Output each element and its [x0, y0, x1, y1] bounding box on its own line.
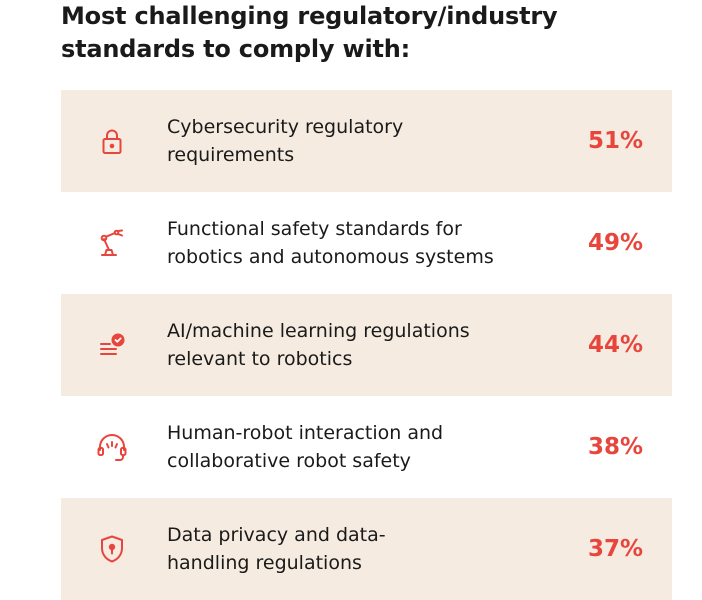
item-value: 38% [587, 434, 643, 460]
list-item: Human-robot interaction and collaborativ… [61, 396, 672, 498]
item-value: 49% [587, 230, 643, 256]
list-item: Data privacy and data- handling regulati… [61, 498, 672, 600]
standards-list: Cybersecurity regulatory requirements 51… [61, 90, 672, 600]
list-item: AI/machine learning regulations relevant… [61, 294, 672, 396]
item-label-line: AI/machine learning regulations [167, 320, 470, 342]
lock-icon [95, 124, 129, 158]
item-label: Cybersecurity regulatory requirements [167, 113, 567, 169]
shield-keyhole-icon [95, 532, 129, 566]
item-value: 37% [587, 536, 643, 562]
chart-title-line-1: Most challenging regulatory/industry [61, 2, 558, 30]
item-label: Functional safety standards for robotics… [167, 215, 567, 271]
list-check-icon [95, 328, 129, 362]
chart-title: Most challenging regulatory/industry sta… [61, 0, 661, 66]
robot-arm-icon [95, 226, 129, 260]
item-label-line: collaborative robot safety [167, 450, 411, 472]
item-label-line: handling regulations [167, 552, 362, 574]
item-label: Human-robot interaction and collaborativ… [167, 419, 567, 475]
item-label-line: Cybersecurity regulatory [167, 116, 404, 138]
item-value: 44% [587, 332, 643, 358]
list-item: Cybersecurity regulatory requirements 51… [61, 90, 672, 192]
item-label-line: robotics and autonomous systems [167, 246, 494, 268]
item-label-line: requirements [167, 144, 295, 166]
item-label: Data privacy and data- handling regulati… [167, 521, 567, 577]
item-label: AI/machine learning regulations relevant… [167, 317, 567, 373]
item-value: 51% [587, 128, 643, 154]
item-label-line: Human-robot interaction and [167, 422, 444, 444]
headset-icon [95, 430, 129, 464]
item-label-line: Functional safety standards for [167, 218, 462, 240]
list-item: Functional safety standards for robotics… [61, 192, 672, 294]
chart-title-line-2: standards to comply with: [61, 35, 411, 63]
item-label-line: relevant to robotics [167, 348, 353, 370]
item-label-line: Data privacy and data- [167, 524, 386, 546]
